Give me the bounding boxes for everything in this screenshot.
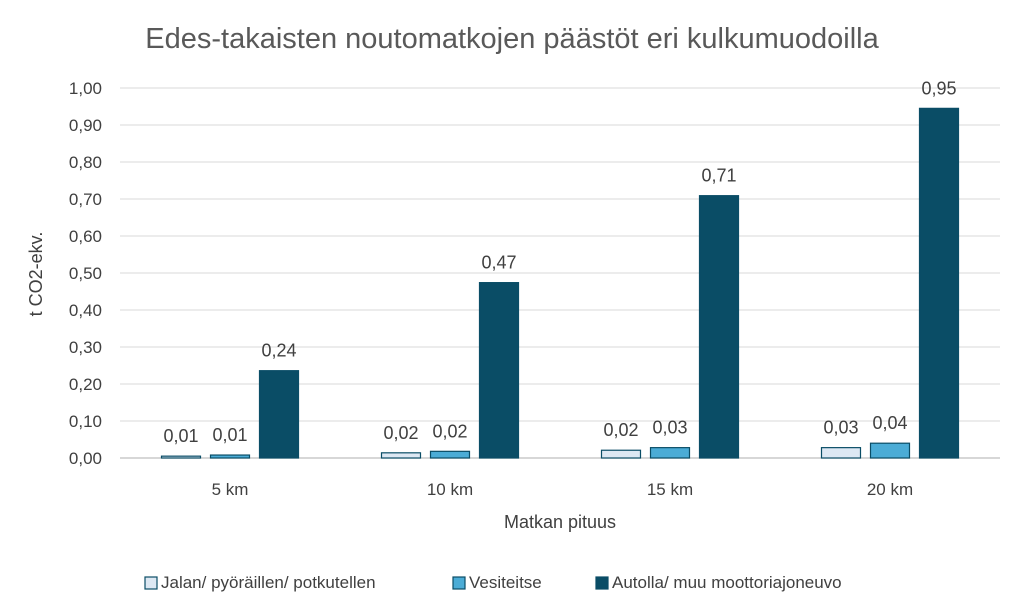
data-label: 0,01 — [163, 426, 198, 446]
bar — [258, 370, 300, 459]
bar — [478, 282, 520, 459]
y-tick-label: 0,40 — [69, 301, 102, 320]
legend: Jalan/ pyöräillen/ potkutellen Vesiteitse… — [144, 573, 842, 592]
y-axis-title: t CO2-ekv. — [26, 232, 46, 317]
x-axis-title: Matkan pituus — [504, 512, 616, 532]
y-tick-label: 0,50 — [69, 264, 102, 283]
bar — [429, 450, 471, 459]
data-label: 0,95 — [921, 78, 956, 98]
y-tick-label: 0,60 — [69, 227, 102, 246]
x-tick-label: 5 km — [212, 480, 249, 499]
gridlines — [120, 87, 1000, 459]
bar — [698, 195, 740, 459]
x-tick-label: 20 km — [867, 480, 913, 499]
data-label: 0,47 — [481, 253, 516, 273]
bars — [160, 107, 960, 459]
x-axis-ticks: 5 km 10 km 15 km 20 km — [212, 480, 914, 499]
data-label: 0,04 — [872, 413, 907, 433]
data-labels: 0,01 0,01 0,24 0,02 0,02 0,47 0,02 0,03 0,71 0,03… — [163, 78, 956, 446]
y-tick-label: 0,80 — [69, 153, 102, 172]
legend-swatch — [452, 576, 466, 590]
bar — [600, 449, 642, 459]
x-tick-label: 15 km — [647, 480, 693, 499]
y-tick-label: 0,70 — [69, 190, 102, 209]
y-tick-label: 0,30 — [69, 338, 102, 357]
x-tick-label: 10 km — [427, 480, 473, 499]
y-tick-label: 0,20 — [69, 375, 102, 394]
bar — [649, 447, 691, 459]
y-tick-label: 0,10 — [69, 412, 102, 431]
legend-label: Jalan/ pyöräillen/ potkutellen — [161, 573, 376, 592]
bar — [160, 455, 202, 459]
data-label: 0,02 — [603, 420, 638, 440]
legend-label: Vesiteitse — [469, 573, 542, 592]
chart-title: Edes-takaisten noutomatkojen päästöt eri… — [145, 23, 879, 55]
bar — [820, 447, 862, 459]
data-label: 0,02 — [432, 421, 467, 441]
bar — [918, 107, 960, 459]
data-label: 0,02 — [383, 423, 418, 443]
y-tick-label: 1,00 — [69, 79, 102, 98]
y-tick-label: 0,90 — [69, 116, 102, 135]
y-tick-label: 0,00 — [69, 449, 102, 468]
bar — [209, 454, 251, 459]
legend-label: Autolla/ muu moottoriajoneuvo — [612, 573, 842, 592]
bar — [869, 442, 911, 459]
data-label: 0,24 — [261, 341, 296, 361]
data-label: 0,71 — [701, 166, 736, 186]
y-axis-ticks: 0,00 0,10 0,20 0,30 0,40 0,50 0,60 0,70 0,80 0,90… — [69, 79, 102, 468]
legend-swatch — [595, 576, 609, 590]
legend-swatch — [144, 576, 158, 590]
data-label: 0,01 — [212, 425, 247, 445]
data-label: 0,03 — [823, 418, 858, 438]
bar — [380, 452, 422, 459]
data-label: 0,03 — [652, 418, 687, 438]
